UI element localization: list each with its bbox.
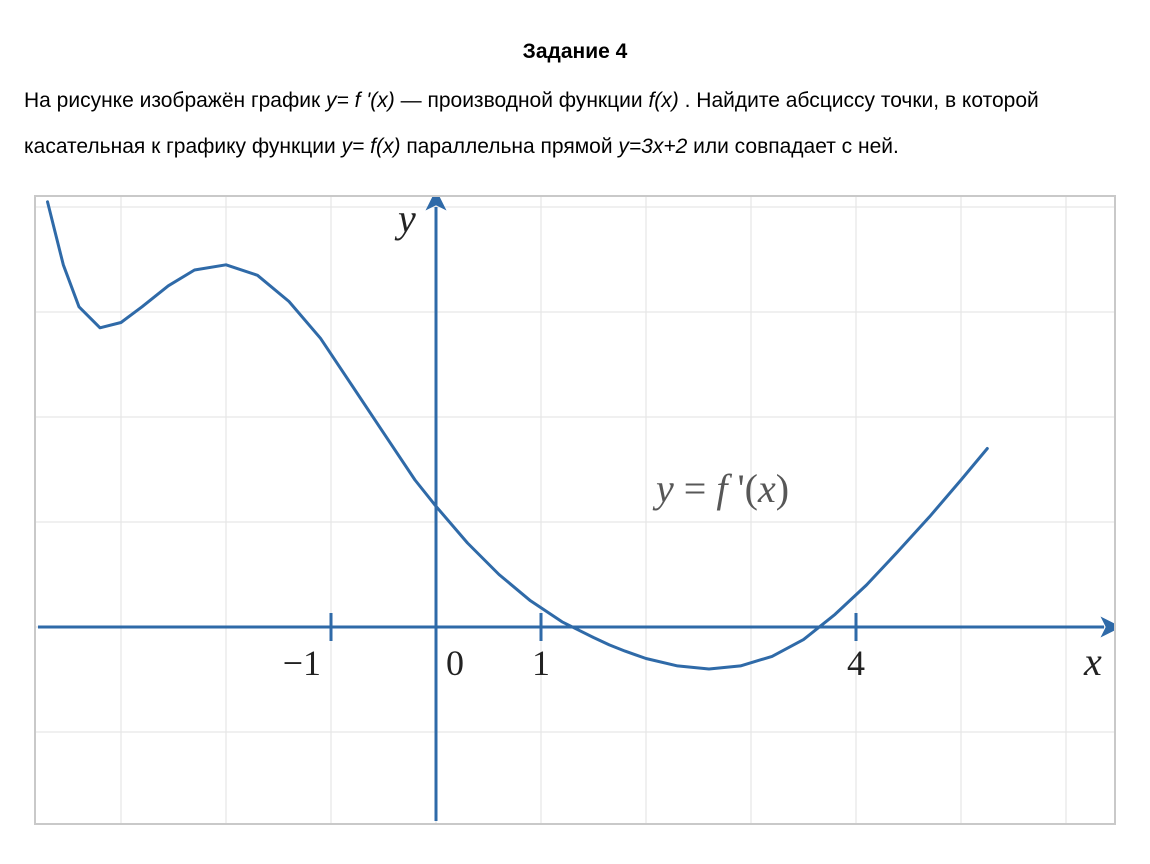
text-fragment-italic: y= f(x) [342,135,401,158]
text-fragment: параллельна прямой [406,135,618,158]
problem-text: На рисунке изображён график y= f '(x) — … [0,78,1150,170]
text-fragment-italic: y=3x+2 [618,135,687,158]
svg-text:y: y [394,197,416,241]
svg-text:−1: −1 [283,643,321,683]
text-fragment: касательная к графику функции [24,135,342,158]
svg-text:y = f '(x): y = f '(x) [652,466,789,511]
svg-text:1: 1 [532,643,550,683]
chart-container: y x −1 0 1 4 y = f '(x) [34,195,1116,825]
text-fragment: . Найдите абсциссу точки, в которой [685,89,1039,112]
svg-text:4: 4 [847,643,865,683]
text-fragment-italic: y= f '(x) [326,89,395,112]
task-title: Задание 4 [0,40,1150,64]
text-fragment: или совпадает с ней. [693,135,899,158]
text-fragment-italic: f(x) [648,89,678,112]
svg-text:x: x [1083,639,1102,684]
text-fragment: На рисунке изображён график [24,89,326,112]
derivative-chart: y x −1 0 1 4 y = f '(x) [36,197,1114,823]
svg-text:0: 0 [446,643,464,683]
text-fragment: — производной функции [401,89,649,112]
